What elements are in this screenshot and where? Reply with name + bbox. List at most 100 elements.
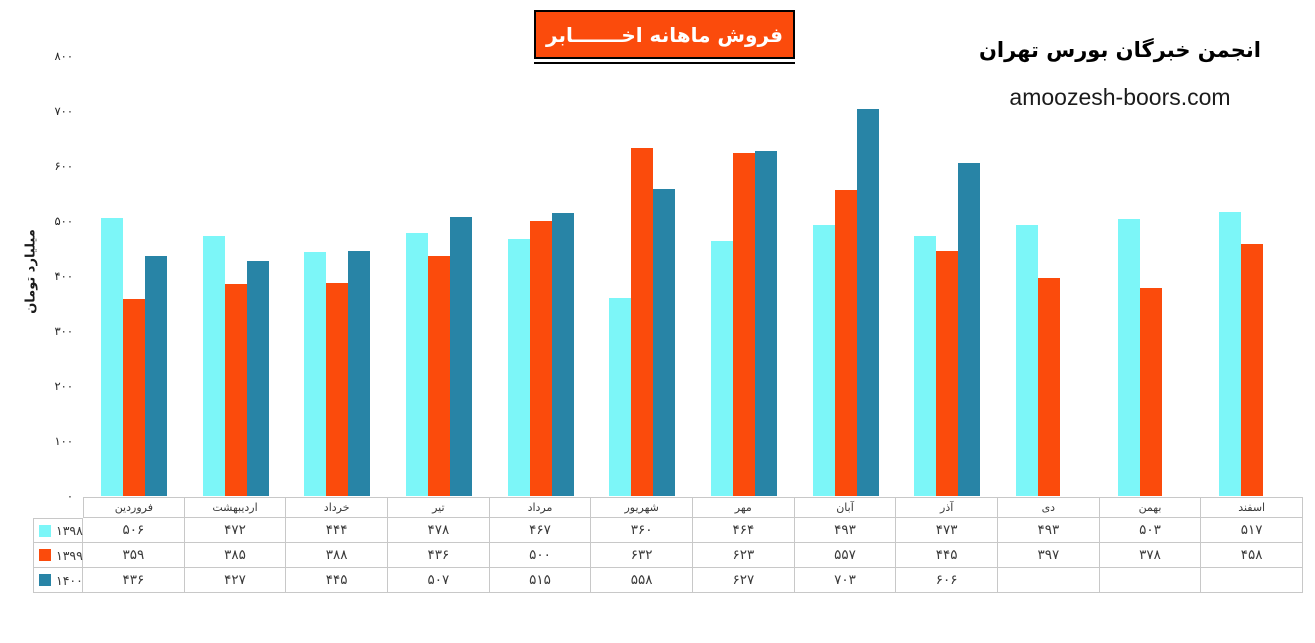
value-cell: ۳۸۸ — [286, 543, 388, 568]
value-cell: ۶۲۷ — [692, 568, 795, 593]
y-tick-label: ۳۰۰ — [54, 323, 73, 338]
bar-1399-5 — [529, 221, 552, 496]
value-cell: ۴۴۴ — [286, 518, 388, 543]
value-cell: ۶۰۶ — [896, 568, 998, 593]
bar-1400-7 — [754, 151, 777, 496]
value-cell: ۴۷۸ — [387, 518, 490, 543]
month-header-cell: اسفند — [1201, 497, 1303, 518]
bar-1398-10 — [1015, 224, 1038, 496]
value-cell — [1099, 568, 1202, 593]
value-cell: ۴۷۳ — [896, 518, 998, 543]
value-cell: ۵۱۵ — [489, 568, 592, 593]
bar-1398-7 — [710, 240, 733, 496]
bar-1399-9 — [936, 251, 959, 496]
branding-site: amoozesh-boors.com — [1009, 84, 1231, 110]
value-cell: ۴۷۲ — [184, 518, 287, 543]
y-tick-label: ۱۰۰ — [54, 433, 73, 448]
month-header-cell: تیر — [387, 497, 490, 518]
month-header-cell: آبان — [794, 497, 897, 518]
month-header-cell: مهر — [692, 497, 795, 518]
y-tick-label: ۸۰۰ — [54, 48, 73, 63]
bar-1400-5 — [551, 212, 574, 496]
value-cell: ۳۷۸ — [1099, 543, 1202, 568]
value-cell: ۵۵۷ — [794, 543, 897, 568]
bar-1399-8 — [834, 189, 857, 496]
bar-1398-6 — [609, 298, 632, 496]
value-cell: ۳۸۵ — [184, 543, 287, 568]
y-tick-label: ۷۰۰ — [54, 103, 73, 118]
bar-1398-5 — [507, 239, 530, 496]
chart-title-box: فروش ماهانه اخـــــــابر — [534, 10, 795, 59]
legend-year-label: ۱۴۰۰ — [56, 572, 83, 588]
bar-1400-3 — [348, 251, 371, 496]
legend-year-label: ۱۳۹۹ — [56, 547, 83, 563]
bar-1398-1 — [100, 217, 123, 496]
bar-1398-2 — [202, 236, 225, 496]
value-cell: ۴۳۶ — [387, 543, 490, 568]
value-cell: ۵۰۷ — [387, 568, 490, 593]
bar-1398-9 — [914, 235, 937, 496]
bar-1399-12 — [1241, 244, 1264, 496]
bar-1398-4 — [405, 233, 428, 496]
legend-year-label: ۱۳۹۸ — [56, 523, 83, 538]
value-cell: ۶۳۲ — [591, 543, 693, 568]
value-cell — [997, 568, 1100, 593]
y-tick-label: ۶۰۰ — [54, 158, 73, 173]
bar-1398-12 — [1219, 211, 1242, 496]
bar-1399-4 — [427, 256, 450, 496]
month-header-cell: اردیبهشت — [184, 497, 287, 518]
month-header-cell: آذر — [896, 497, 998, 518]
data-table: فروردین اردیبهشت خرداد تیر مرداد شهریور مهر آبا… — [33, 497, 1303, 593]
value-cell: ۶۲۳ — [692, 543, 795, 568]
bar-1400-6 — [653, 189, 676, 496]
bar-1399-3 — [326, 282, 349, 496]
legend-swatch-1398 — [39, 524, 51, 537]
y-tick-label: ۲۰۰ — [54, 378, 73, 393]
y-tick-label: ۴۰۰ — [54, 268, 73, 283]
legend-cell-1400: ۱۴۰۰ — [33, 568, 83, 593]
y-axis-ticks: ۰ ۱۰۰ ۲۰۰ ۳۰۰ ۴۰۰ ۵۰۰ ۶۰۰ ۷۰۰ ۸۰۰ — [28, 0, 73, 503]
month-header-cell: مرداد — [489, 497, 592, 518]
month-header-cell: خرداد — [286, 497, 388, 518]
value-cell: ۵۱۷ — [1201, 518, 1303, 543]
value-cell: ۳۵۹ — [83, 543, 185, 568]
table-corner-cell — [33, 497, 83, 518]
bar-1399-2 — [224, 284, 247, 496]
value-cell: ۷۰۳ — [794, 568, 897, 593]
value-cell: ۴۶۴ — [692, 518, 795, 543]
month-header-cell: دی — [997, 497, 1100, 518]
legend-cell-1399: ۱۳۹۹ — [33, 543, 83, 568]
value-cell: ۵۰۰ — [489, 543, 592, 568]
value-cell: ۴۶۷ — [489, 518, 592, 543]
value-cell: ۵۵۸ — [591, 568, 693, 593]
bar-1400-4 — [449, 217, 472, 496]
bar-1399-7 — [732, 153, 755, 496]
plot-area — [83, 56, 1303, 496]
value-cell: ۴۴۵ — [896, 543, 998, 568]
month-header-cell: شهریور — [591, 497, 693, 518]
value-cell: ۴۹۳ — [997, 518, 1100, 543]
value-cell: ۴۵۸ — [1201, 543, 1303, 568]
bar-1398-3 — [304, 251, 327, 496]
bar-1400-8 — [856, 109, 879, 496]
bar-1398-11 — [1117, 219, 1140, 496]
value-cell: ۳۶۰ — [591, 518, 693, 543]
bar-1400-9 — [958, 162, 981, 496]
branding-org: انجمن خبرگان بورس تهران — [979, 38, 1261, 62]
y-tick-label: ۰ — [66, 488, 73, 503]
bar-1398-8 — [812, 224, 835, 496]
value-cell: ۴۲۷ — [184, 568, 287, 593]
y-tick-label: ۵۰۰ — [54, 213, 73, 228]
bar-1399-6 — [631, 148, 654, 496]
title-underline — [534, 62, 795, 64]
value-cell: ۵۰۳ — [1099, 518, 1202, 543]
value-cell: ۳۹۷ — [997, 543, 1100, 568]
bar-1399-10 — [1037, 277, 1060, 496]
value-cell — [1201, 568, 1303, 593]
chart-title: فروش ماهانه اخـــــــابر — [546, 22, 783, 47]
bar-1399-1 — [122, 298, 145, 496]
value-cell: ۵۰۶ — [83, 518, 185, 543]
legend-cell-1398: ۱۳۹۸ — [33, 518, 83, 543]
value-cell: ۴۳۶ — [83, 568, 185, 593]
